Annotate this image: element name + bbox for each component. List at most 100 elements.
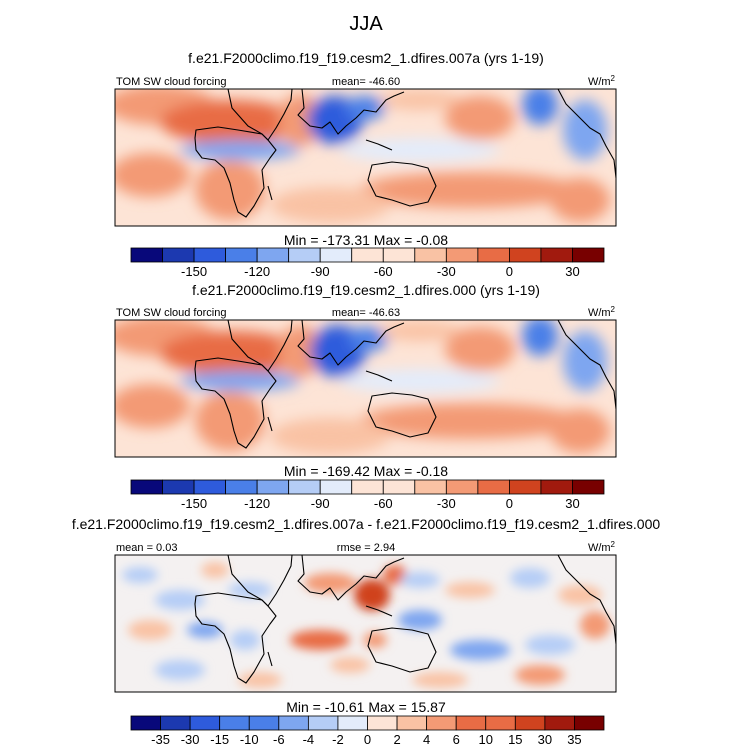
colorbar-3-tick-label: 30	[538, 732, 552, 747]
panel-3-title: f.e21.F2000climo.f19_f19.cesm2_1.dfires.…	[72, 516, 661, 532]
figure-title: JJA	[349, 13, 383, 35]
colorbar-3-bin	[248, 715, 280, 731]
colorbar-2-bin	[319, 479, 353, 495]
colorbar-2-tick-label: -90	[311, 496, 330, 511]
panel-1-left-label: TOM SW cloud forcing	[116, 76, 226, 88]
colorbar-2-bin	[288, 479, 321, 495]
colorbar-3-tick-label: 15	[508, 732, 522, 747]
colorbar-2-bin	[382, 479, 416, 495]
colorbar-1-tick-label: -90	[311, 264, 330, 279]
colorbar-1-bin	[382, 247, 416, 263]
colorbar-1-bin	[256, 247, 290, 263]
panel-2-stats: Min = -169.42 Max = -0.18	[284, 463, 448, 479]
colorbar-3-bin	[514, 715, 546, 731]
panel-2-map	[115, 320, 616, 457]
panel-3-units: W/m2	[588, 540, 616, 554]
colorbar-2-bin	[508, 479, 542, 495]
colorbar-3-bin	[130, 715, 161, 731]
colorbar-1-bin	[477, 247, 510, 263]
colorbar-2-bin	[162, 479, 195, 495]
panel-1-frame	[114, 88, 617, 227]
panel-1-stats: Min = -173.31 Max = -0.08	[284, 232, 448, 248]
colorbar-2-tick-label: 0	[506, 496, 513, 511]
colorbar-2-bin	[414, 479, 447, 495]
panel-3-stats: Min = -10.61 Max = 15.87	[286, 699, 446, 715]
colorbar-3-tick-label: -10	[240, 732, 259, 747]
colorbar-1-bin	[540, 247, 573, 263]
panel-3-field	[122, 562, 610, 688]
colorbar-3-bin	[426, 715, 457, 731]
panel-1: f.e21.F2000climo.f19_f19.cesm2_1.dfires.…	[114, 50, 617, 279]
colorbar-1-tick-label: -30	[437, 264, 456, 279]
colorbar-3-bin	[367, 715, 398, 731]
panel-3-coastlines	[194, 554, 617, 684]
panel-2-center-label: mean= -46.63	[332, 307, 400, 319]
colorbar-3-bin	[278, 715, 309, 731]
colorbar-1-bin	[193, 247, 226, 263]
colorbar-3-bin	[189, 715, 221, 731]
panel-3: f.e21.F2000climo.f19_f19.cesm2_1.dfires.…	[72, 516, 661, 747]
panel-1-field	[115, 89, 610, 223]
colorbar-2-bin	[445, 479, 479, 495]
colorbar-2-bin	[256, 479, 290, 495]
colorbar-2-tick-label: -60	[374, 496, 393, 511]
colorbar-3-bin	[574, 715, 605, 731]
colorbar-1-bin	[162, 247, 195, 263]
colorbar-1-tick-label: 0	[506, 264, 513, 279]
colorbar-3-tick-label: -2	[332, 732, 344, 747]
panel-3-frame	[114, 554, 617, 693]
colorbar-2-bin	[193, 479, 226, 495]
colorbar-2-bin	[572, 479, 605, 495]
panel-1-units: W/m2	[588, 74, 616, 88]
colorbar-2-bin	[130, 479, 163, 495]
panel-2-frame	[114, 319, 617, 458]
panel-3-map	[115, 555, 616, 692]
colorbar-3-tick-label: -4	[303, 732, 315, 747]
panel-2-coastlines	[194, 319, 617, 449]
colorbar-3-bin	[219, 715, 250, 731]
colorbar-3-bin	[544, 715, 575, 731]
colorbar-2-tick-label: -120	[244, 496, 270, 511]
panel-1-coastlines	[194, 88, 617, 218]
colorbar-1-bin	[130, 247, 163, 263]
colorbar-1-bin	[508, 247, 542, 263]
colorbar-3-tick-label: -35	[151, 732, 170, 747]
colorbar-1-bin	[572, 247, 605, 263]
colorbar-1-tick-label: -150	[181, 264, 207, 279]
colorbar-3-bin	[307, 715, 339, 731]
panel-2-left-label: TOM SW cloud forcing	[116, 307, 226, 319]
panel-2-field	[115, 320, 610, 454]
colorbar-2-bin	[225, 479, 258, 495]
colorbar-3-bin	[455, 715, 487, 731]
panel-3-colorbar: -35 -30 -15 -10 -6 -4 -2 0 2 4 6 10 15 30 35	[130, 715, 605, 747]
panel-1-colorbar: -150 -120 -90 -60 -30 0 30	[130, 247, 605, 279]
colorbar-3-tick-label: -6	[273, 732, 285, 747]
colorbar-3-tick-label: 4	[423, 732, 430, 747]
colorbar-1-bin	[225, 247, 258, 263]
colorbar-2-tick-label: -30	[437, 496, 456, 511]
colorbar-3-tick-label: 35	[567, 732, 581, 747]
colorbar-3-bin	[160, 715, 191, 731]
colorbar-1-tick-label: -120	[244, 264, 270, 279]
colorbar-3-tick-label: 10	[479, 732, 493, 747]
panel-1-center-label: mean= -46.60	[332, 76, 400, 88]
panel-3-left-label: mean = 0.03	[116, 542, 177, 554]
colorbar-3-bin	[485, 715, 516, 731]
panel-2: f.e21.F2000climo.f19_f19.cesm2_1.dfires.…	[114, 282, 617, 511]
colorbar-1-bin	[288, 247, 321, 263]
panel-2-units: W/m2	[588, 305, 616, 319]
panel-2-title: f.e21.F2000climo.f19_f19.cesm2_1.dfires.…	[192, 282, 540, 298]
colorbar-3-tick-label: 2	[393, 732, 400, 747]
panel-1-map	[115, 89, 616, 226]
colorbar-1-bin	[319, 247, 353, 263]
colorbar-3-tick-label: -30	[181, 732, 200, 747]
colorbar-2-bin	[477, 479, 510, 495]
colorbar-2-bin	[540, 479, 573, 495]
colorbar-2-bin	[351, 479, 384, 495]
colorbar-1-bin	[414, 247, 447, 263]
panel-3-center-label: rmse = 2.94	[337, 542, 395, 554]
colorbar-1-tick-label: 30	[565, 264, 579, 279]
colorbar-2-tick-label: -150	[181, 496, 207, 511]
colorbar-2-tick-label: 30	[565, 496, 579, 511]
